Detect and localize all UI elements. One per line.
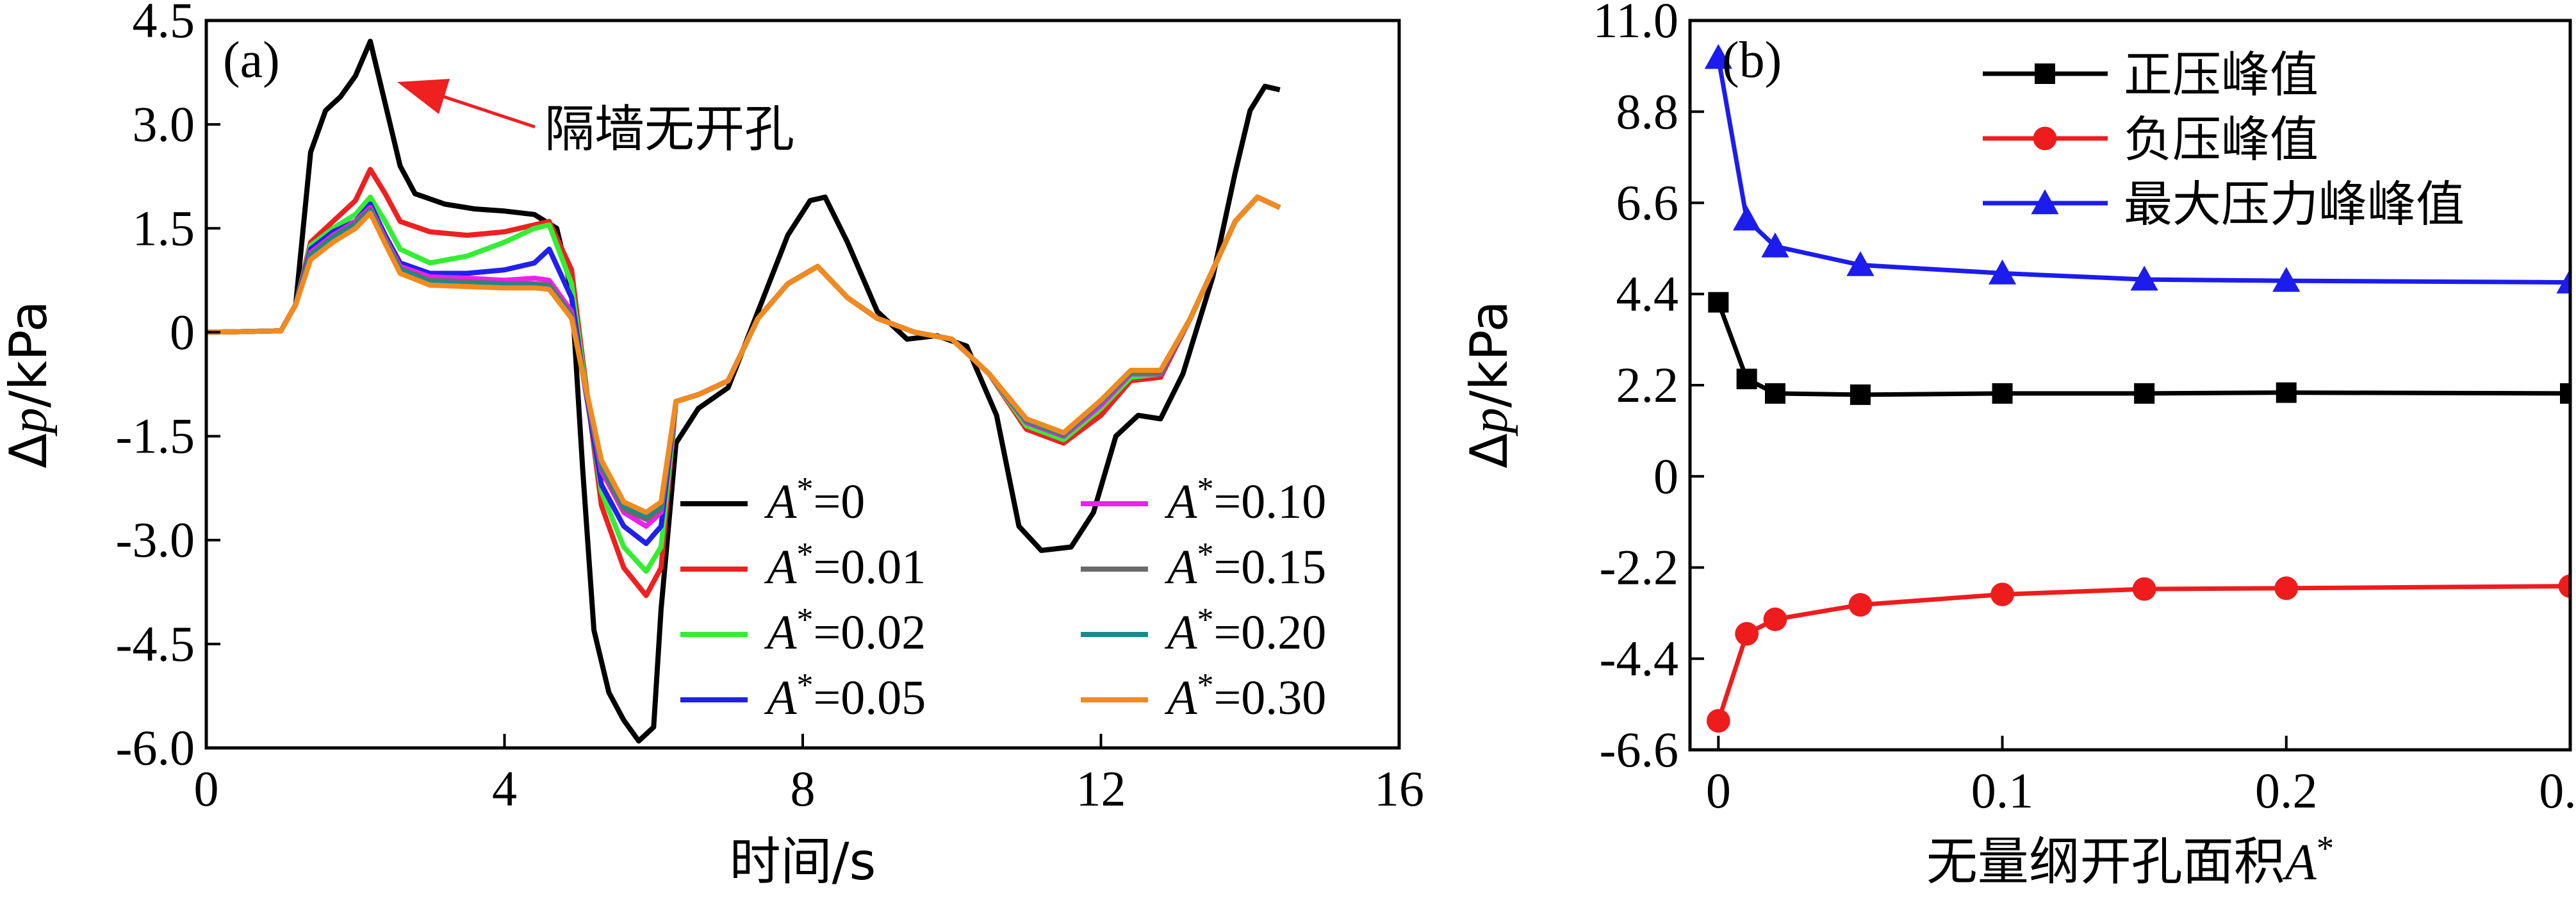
x-tick-label: 8 <box>791 761 816 816</box>
legend-marker-circle <box>2033 126 2057 151</box>
data-point-square <box>2276 382 2297 403</box>
legend-label-circle: 负压峰值 <box>2124 111 2318 168</box>
series-line-a-0 <box>206 38 1281 744</box>
legend-label-triangle: 最大压力峰峰值 <box>2124 176 2465 233</box>
data-point-triangle <box>1704 44 1732 69</box>
data-point-triangle <box>1988 259 2017 285</box>
panel-b-ylabel: Δp/kPa <box>1459 301 1519 468</box>
legend-label-a-0-15: A*=0.15 <box>1164 536 1326 594</box>
data-point-triangle <box>2130 265 2158 291</box>
data-point-circle <box>2132 577 2156 601</box>
y-tick-label: -4.4 <box>1600 631 1678 686</box>
series-line-a-0-05 <box>206 194 1281 547</box>
series-line-a-0-30 <box>206 194 1281 515</box>
y-tick-label: 3.0 <box>133 96 195 152</box>
legend-label-square: 正压峰值 <box>2124 46 2318 103</box>
y-tick-label: -2.2 <box>1600 540 1678 595</box>
data-point-circle <box>2558 574 2570 598</box>
legend-marker-square <box>2035 63 2055 84</box>
legend-label-a-0-01: A*=0.01 <box>764 536 926 594</box>
y-tick-label: -1.5 <box>116 408 195 464</box>
legend-label-a-0-05: A*=0.05 <box>764 667 926 725</box>
y-tick-label: 1.5 <box>133 200 195 256</box>
y-tick-label: 4.4 <box>1616 266 1679 322</box>
data-point-square <box>1850 384 1871 405</box>
annotation-text: 隔墙无开孔 <box>545 101 794 158</box>
data-point-circle <box>1735 622 1759 646</box>
series-line-a-0-10 <box>206 194 1281 529</box>
y-tick-label: -6.0 <box>116 720 195 775</box>
data-point-square <box>2134 383 2155 404</box>
x-tick-label: 0.3 <box>2539 763 2576 818</box>
series-line-a-0-15 <box>206 194 1281 522</box>
data-point-triangle <box>2272 267 2301 292</box>
legend-marker-triangle <box>2031 189 2059 215</box>
x-tick-label: 12 <box>1076 761 1126 816</box>
data-point-triangle <box>1846 251 1875 276</box>
legend-label-a-0-10: A*=0.10 <box>1164 471 1326 529</box>
y-tick-label: 0 <box>1653 448 1678 504</box>
data-point-square <box>1736 369 1757 390</box>
y-tick-label: -4.5 <box>116 616 195 672</box>
data-point-square <box>1992 383 2013 404</box>
y-tick-label: 0 <box>170 304 195 360</box>
data-point-triangle <box>2556 269 2570 294</box>
panel-a-ylabel: Δp/kPa <box>0 301 58 468</box>
series-line-circle <box>1716 584 2570 722</box>
panel-a-legend: A*=0 A*=0.01 A*=0.02 A*=0.05 A*=0.10 A*=0.15 A… <box>680 471 1326 725</box>
legend-label-a-0-30: A*=0.30 <box>1164 667 1326 725</box>
legend-label-a-0-20: A*=0.20 <box>1164 602 1326 659</box>
panel-b-label: (b) <box>1722 32 1782 88</box>
y-tick-label: 4.5 <box>133 0 195 48</box>
data-point-circle <box>1763 607 1787 631</box>
x-tick-label: 0 <box>194 761 219 816</box>
x-tick-label: 16 <box>1374 761 1424 816</box>
y-tick-label: -3.0 <box>116 512 195 568</box>
data-point-square <box>2560 383 2570 404</box>
legend-label-a-0: A*=0 <box>764 471 865 529</box>
panel-b: 11.0 8.8 6.6 4.4 2.2 0 -2.2 -4.4 -6.6 0 0.1 0.2 0.3… <box>1459 0 2576 891</box>
legend-label-a-0-02: A*=0.02 <box>764 602 926 659</box>
data-point-square <box>1764 383 1785 404</box>
x-tick-label: 0.2 <box>2255 763 2318 818</box>
panel-a: 4.5 3.0 1.5 0 -1.5 -3.0 -4.5 -6.0 0 4 8 12 16 (a) 隔… <box>0 0 1424 891</box>
y-tick-label: 11.0 <box>1593 0 1678 48</box>
panel-a-xlabel: 时间/s <box>730 832 876 891</box>
y-tick-label: 6.6 <box>1616 175 1679 231</box>
y-tick-label: -6.6 <box>1600 722 1678 777</box>
x-tick-label: 0.1 <box>1971 763 2034 818</box>
data-point-triangle <box>1761 232 1789 258</box>
data-point-triangle <box>1733 205 1761 231</box>
panel-a-label: (a) <box>223 32 280 88</box>
data-point-circle <box>1706 709 1730 733</box>
data-point-square <box>1708 292 1729 313</box>
data-point-circle <box>2274 576 2299 601</box>
data-point-circle <box>1848 593 1873 617</box>
y-tick-label: 8.8 <box>1616 83 1679 139</box>
x-tick-label: 4 <box>492 761 517 816</box>
annotation-arrow <box>397 79 536 129</box>
series-line-square <box>1716 301 2570 397</box>
data-point-circle <box>1990 583 2014 606</box>
panel-b-xlabel: 无量纲开孔面积A* <box>1926 829 2334 891</box>
y-tick-label: 2.2 <box>1616 357 1679 413</box>
x-tick-label: 0 <box>1706 763 1731 818</box>
